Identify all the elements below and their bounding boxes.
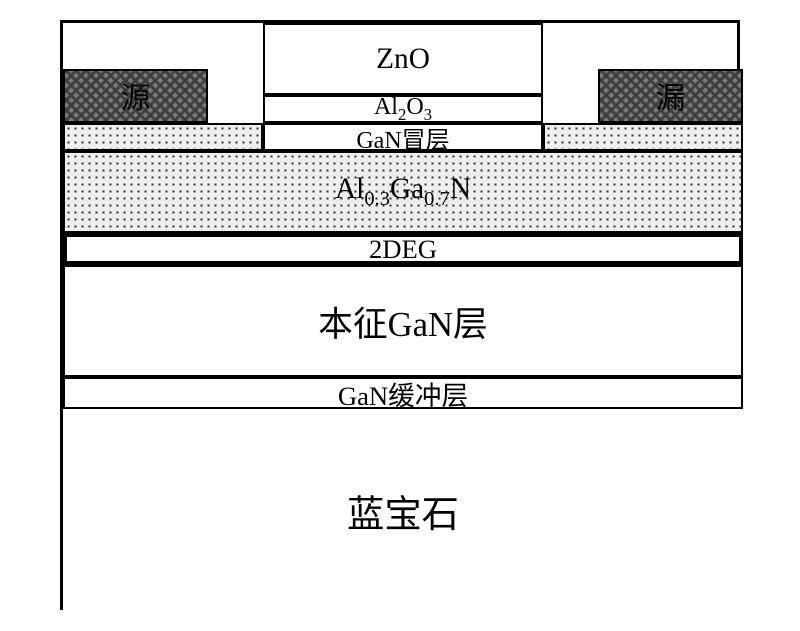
source-electrode: 源 <box>63 69 208 123</box>
layer-diagram: ZnO Al2O3 源 漏 GaN冒层 Al0.3Ga0.7N 2DEG 本征G… <box>60 20 740 610</box>
label-2deg: 2DEG <box>369 234 437 265</box>
layer-zno: ZnO <box>263 23 543 95</box>
spacer-right <box>543 123 743 151</box>
label-gan-buffer: GaN缓冲层 <box>338 374 468 413</box>
layer-sapphire: 蓝宝石 <box>63 409 743 613</box>
label-zno: ZnO <box>376 43 430 76</box>
layer-2deg: 2DEG <box>63 233 743 265</box>
label-intrinsic-gan: 本征GaN层 <box>318 296 487 346</box>
label-source: 源 <box>121 75 150 117</box>
label-sapphire: 蓝宝石 <box>347 484 459 538</box>
drain-electrode: 漏 <box>598 69 743 123</box>
layer-gan-cap: GaN冒层 <box>263 123 543 151</box>
label-algan: Al0.3Ga0.7N <box>335 173 471 211</box>
label-drain: 漏 <box>656 75 685 117</box>
layer-gan-buffer: GaN缓冲层 <box>63 377 743 409</box>
spacer-left <box>63 123 263 151</box>
label-gan-cap: GaN冒层 <box>356 120 449 155</box>
layer-algan: Al0.3Ga0.7N <box>63 151 743 233</box>
layer-intrinsic-gan: 本征GaN层 <box>63 265 743 377</box>
